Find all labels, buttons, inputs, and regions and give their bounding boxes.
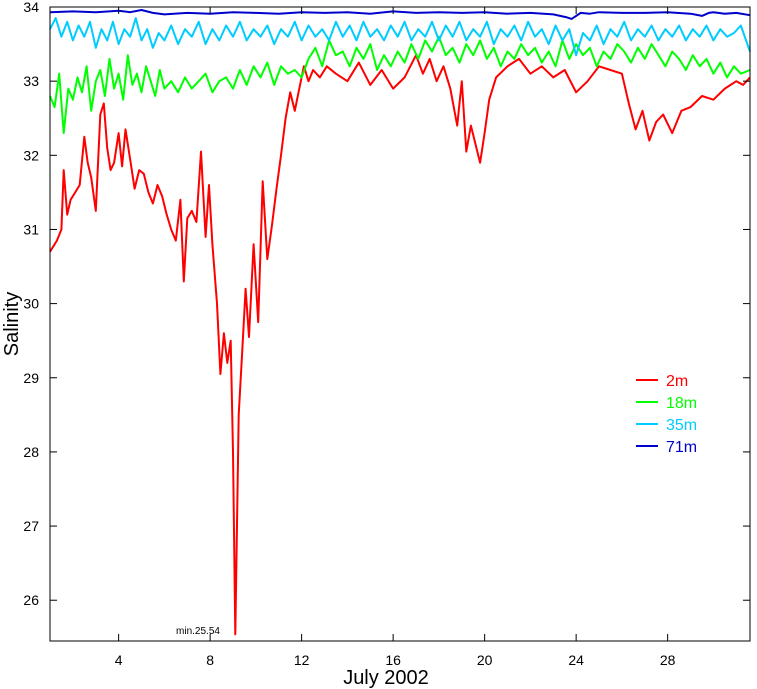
series-line-71m [49,9,751,20]
x-tick-label: 24 [568,652,584,668]
y-tick-label: 32 [23,147,39,163]
min-annotation: min.25.54 [176,626,220,637]
series-line-35m [49,17,751,57]
plot-frame [49,6,751,642]
x-tick-label: 16 [385,652,401,668]
legend: 2m 18m 35m 71m [636,373,697,456]
series-line-18m [49,35,751,135]
legend-label-35m: 35m [666,417,697,434]
y-tick-label: 30 [23,296,39,312]
y-tick-label: 29 [23,370,39,386]
x-tick-label: 8 [206,652,214,668]
y-tick-label: 31 [23,221,39,237]
legend-label-71m: 71m [666,439,697,456]
legend-label-2m: 2m [666,373,688,390]
x-tick-label: 12 [294,652,310,668]
series-layer [49,9,751,636]
legend-label-18m: 18m [666,395,697,412]
x-axis-title: July 2002 [343,667,429,689]
series-line-2m [49,54,751,636]
x-tick-label: 20 [477,652,493,668]
y-tick-label: 27 [23,518,39,534]
axis-layer: 4 8 12 16 20 24 28 26 27 28 29 30 31 32 33 34 [23,0,750,668]
x-tick-label: 28 [660,652,676,668]
y-tick-label: 33 [23,73,39,89]
y-tick-label: 28 [23,444,39,460]
y-tick-label: 26 [23,592,39,608]
y-tick-label: 34 [23,0,39,15]
y-axis-title: Salinity [1,292,23,356]
x-tick-label: 4 [115,652,123,668]
